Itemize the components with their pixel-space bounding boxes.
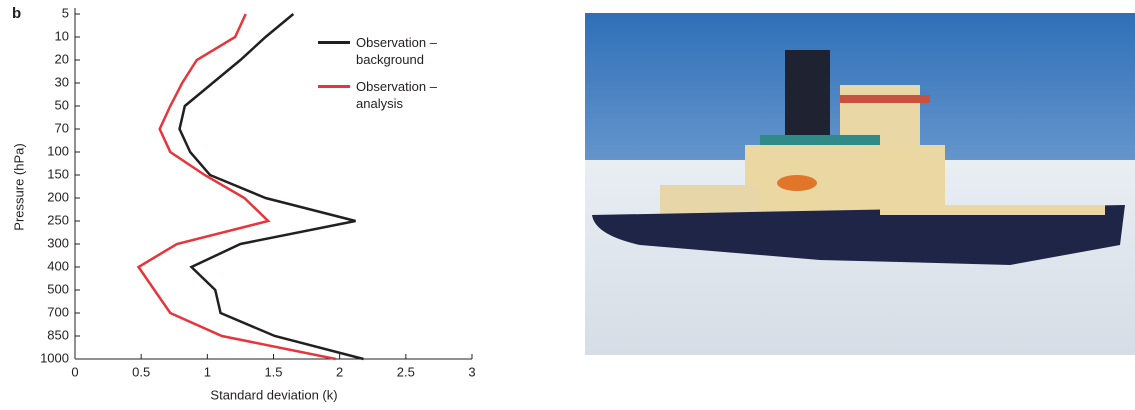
y-tick-label: 5 xyxy=(62,5,69,20)
x-axis-label: Standard deviation (k) xyxy=(210,387,337,402)
panel-label: b xyxy=(12,5,21,22)
y-tick-label: 300 xyxy=(47,235,69,250)
y-tick-label: 700 xyxy=(47,304,69,319)
x-tick-label: 2 xyxy=(336,364,343,379)
x-tick-label: 0.5 xyxy=(132,364,150,379)
x-tick-label: 3 xyxy=(468,364,475,379)
y-tick-label: 30 xyxy=(55,74,69,89)
y-tick-label: 200 xyxy=(47,189,69,204)
legend-label: Observation – analysis xyxy=(356,79,437,111)
legend: Observation – background Observation – an… xyxy=(318,34,466,122)
y-tick-label: 850 xyxy=(47,327,69,342)
y-tick-label: 70 xyxy=(55,120,69,135)
x-tick-label: 1 xyxy=(204,364,211,379)
legend-item: Observation – background xyxy=(318,34,466,68)
y-tick-label: 20 xyxy=(55,51,69,66)
data-line xyxy=(178,13,364,361)
data-line xyxy=(136,13,336,361)
legend-label: Observation – background xyxy=(356,35,437,67)
y-tick-label: 10 xyxy=(55,28,69,43)
y-tick-label: 250 xyxy=(47,212,69,227)
x-tick-label: 0 xyxy=(71,364,78,379)
photo xyxy=(585,13,1135,355)
legend-swatch xyxy=(318,85,350,88)
legend-item: Observation – analysis xyxy=(318,78,466,112)
x-tick-label: 1.5 xyxy=(264,364,282,379)
y-tick-label: 50 xyxy=(55,97,69,112)
y-tick-label: 500 xyxy=(47,281,69,296)
y-tick-label: 100 xyxy=(47,143,69,158)
y-tick-label: 400 xyxy=(47,258,69,273)
legend-swatch xyxy=(318,41,350,44)
x-tick-label: 2.5 xyxy=(397,364,415,379)
y-tick-label: 1000 xyxy=(40,350,69,365)
y-tick-label: 150 xyxy=(47,166,69,181)
y-axis-label: Pressure (hPa) xyxy=(11,143,26,230)
